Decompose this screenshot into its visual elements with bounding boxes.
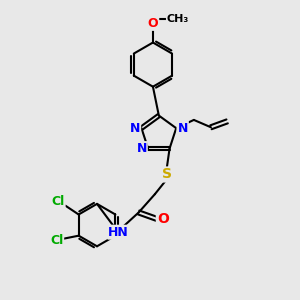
Text: O: O: [148, 17, 158, 30]
Text: HN: HN: [108, 226, 129, 239]
Text: Cl: Cl: [51, 195, 65, 208]
Text: N: N: [136, 142, 147, 155]
Text: CH₃: CH₃: [167, 14, 189, 24]
Text: O: O: [157, 212, 169, 226]
Text: S: S: [162, 167, 172, 182]
Text: Cl: Cl: [50, 234, 63, 247]
Text: N: N: [130, 122, 140, 135]
Text: N: N: [178, 122, 188, 135]
